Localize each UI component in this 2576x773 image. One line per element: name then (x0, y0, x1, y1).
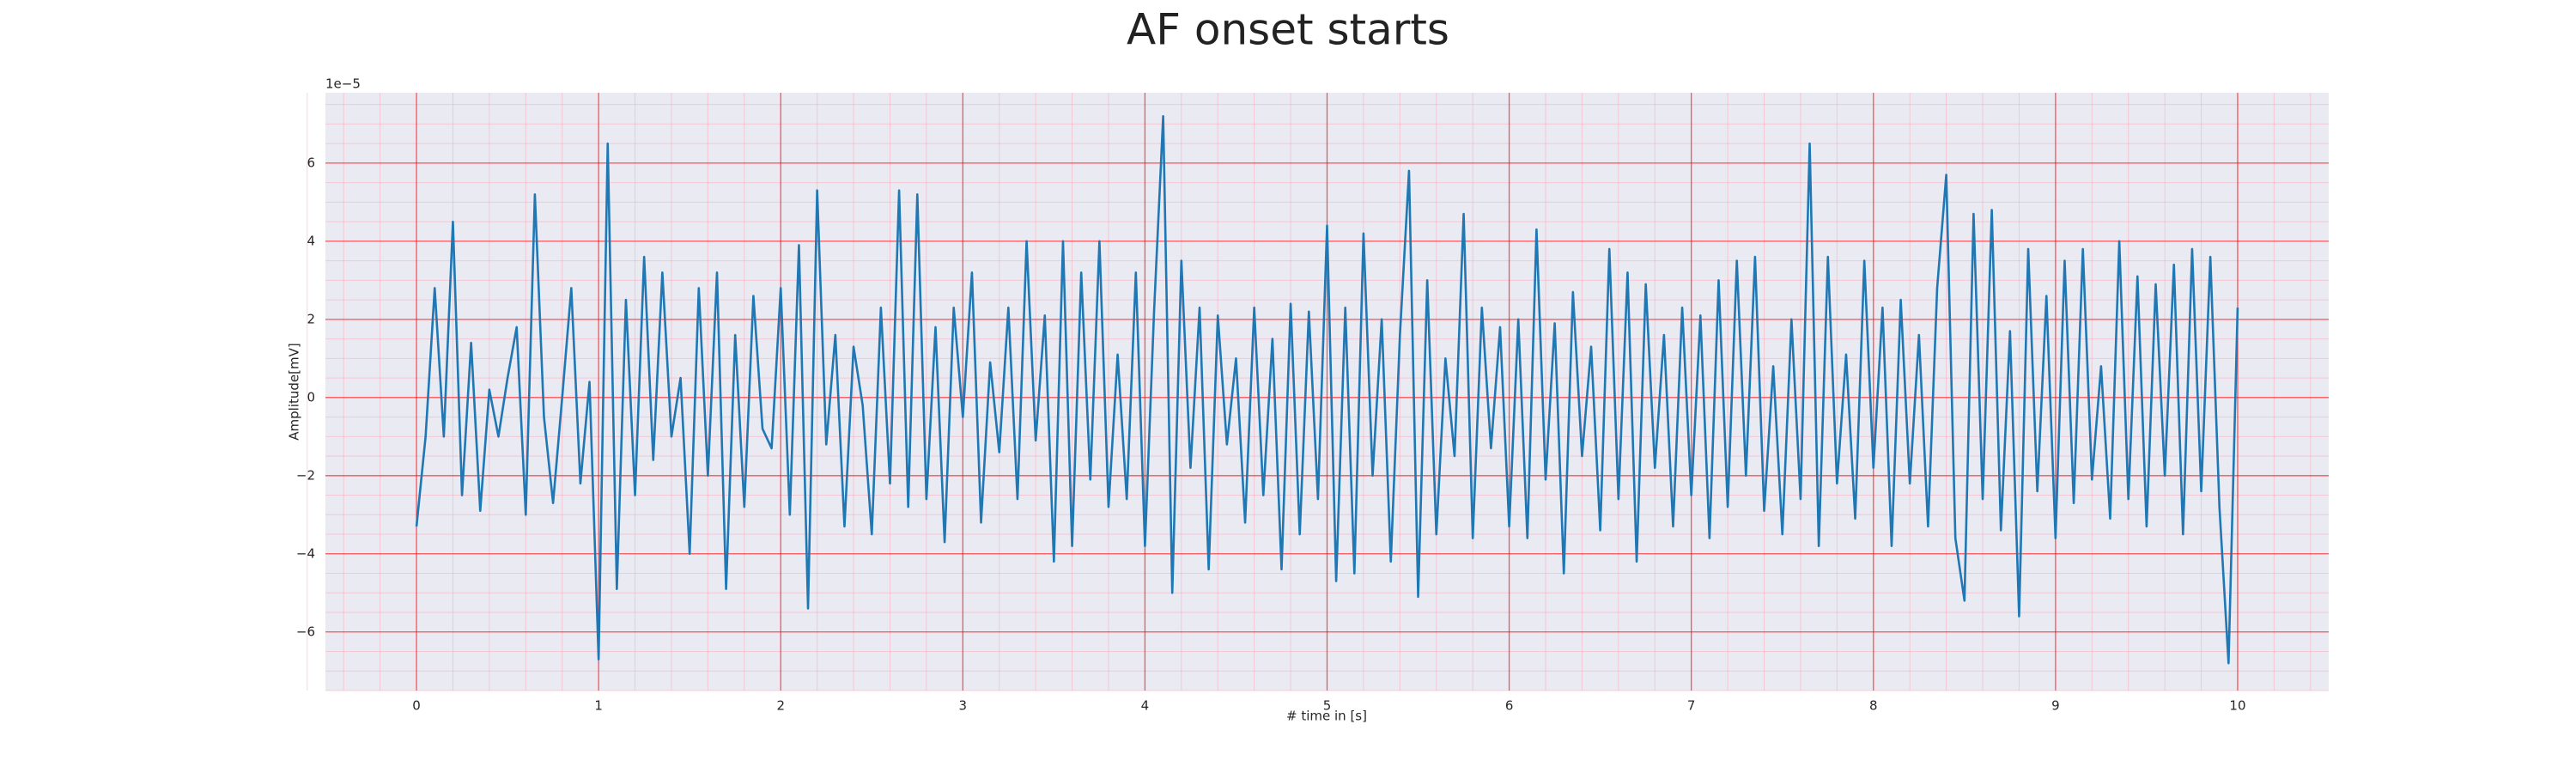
x-tick-label: 9 (2051, 698, 2060, 714)
y-axis-label: Amplitude[mV] (287, 343, 302, 440)
y-tick-label: 2 (307, 311, 315, 326)
y-offset-label: 1e−5 (325, 76, 361, 92)
y-tick-label: 4 (307, 233, 315, 248)
signal-line (415, 114, 2239, 665)
x-tick-label: 7 (1687, 698, 1696, 714)
x-tick-label: 2 (776, 698, 785, 714)
y-tick-label: −6 (296, 624, 315, 639)
y-tick-label: 6 (307, 155, 315, 170)
x-tick-label: 6 (1505, 698, 1514, 714)
y-tick-label: −2 (296, 467, 315, 483)
x-tick-label: 4 (1141, 698, 1150, 714)
x-tick-label: 3 (959, 698, 968, 714)
x-tick-label: 10 (2229, 698, 2245, 714)
x-tick-label: 5 (1323, 698, 1332, 714)
y-tick-label: 0 (307, 389, 315, 405)
x-axis-label: # time in [s] (1286, 709, 1367, 724)
x-tick-label: 8 (1869, 698, 1878, 714)
chart-title: AF onset starts (1127, 5, 1449, 55)
x-tick-label: 1 (594, 698, 603, 714)
x-tick-label: 0 (412, 698, 421, 714)
y-tick-label: −4 (296, 545, 315, 561)
